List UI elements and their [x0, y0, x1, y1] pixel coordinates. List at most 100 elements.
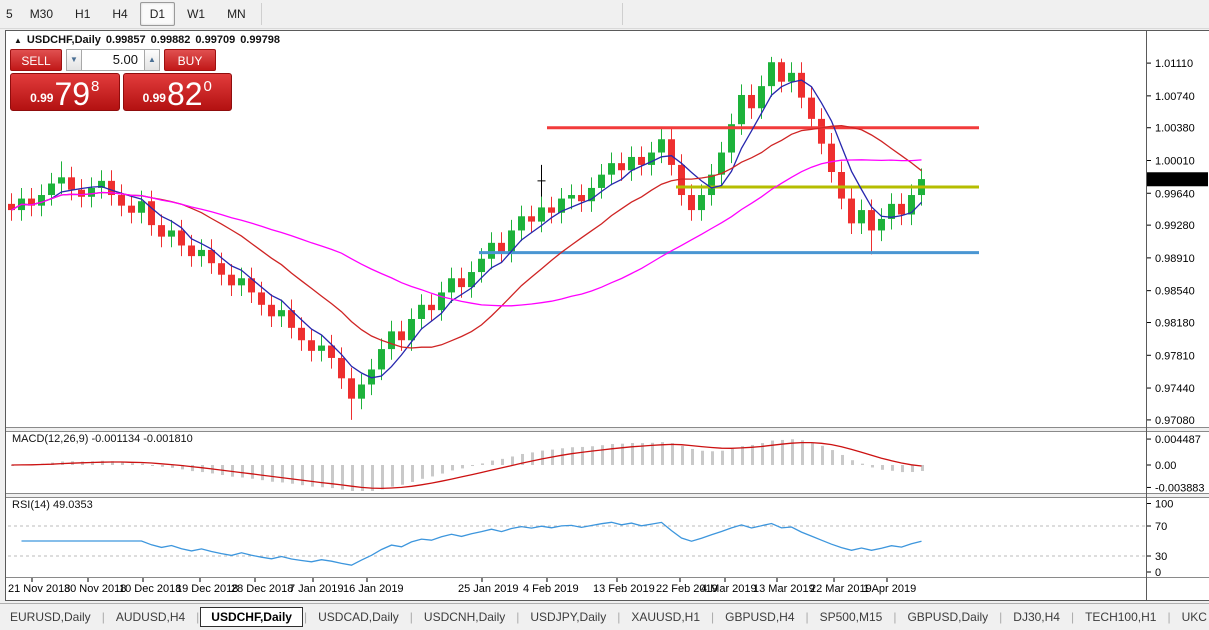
date-axis-border: [6, 577, 1209, 578]
svg-text:22 Feb 2019: 22 Feb 2019: [656, 583, 718, 595]
svg-text:0.97080: 0.97080: [1155, 415, 1195, 427]
toolbar-separator: [621, 3, 623, 25]
sell-button[interactable]: SELL: [10, 49, 62, 71]
timeframe-button-H1[interactable]: H1: [75, 7, 91, 21]
timeframe-button-M30[interactable]: M30: [29, 7, 54, 21]
svg-text:0.004487: 0.004487: [1155, 434, 1201, 446]
svg-text:1.00380: 1.00380: [1155, 123, 1195, 135]
chart-canvas[interactable]: 1.011101.007401.003801.000100.996400.992…: [6, 31, 1208, 600]
chart-tab-XAUUSD-H1[interactable]: XAUUSD,H1: [631, 610, 701, 624]
macd-pane-splitter[interactable]: [6, 427, 1209, 432]
svg-text:1.01110: 1.01110: [1155, 58, 1193, 70]
sell-price-sup: 8: [91, 78, 100, 95]
svg-text:30 Nov 2018: 30 Nov 2018: [64, 583, 126, 595]
chart-tab-EURUSD-Daily[interactable]: EURUSD,Daily: [10, 610, 91, 624]
chart-tab-AUDUSD-H4[interactable]: AUDUSD,H4: [115, 610, 186, 624]
chart-symbol-label: USDCHF,Daily: [26, 34, 101, 46]
svg-text:7 Jan 2019: 7 Jan 2019: [289, 583, 343, 595]
svg-text:13 Mar 2019: 13 Mar 2019: [753, 583, 815, 595]
svg-text:0.99798: 0.99798: [1154, 174, 1194, 186]
timeframe-button-D1[interactable]: D1: [139, 2, 176, 26]
tab-separator: |: [711, 610, 715, 624]
indicators-layer: [8, 439, 1145, 566]
buy-price-tile[interactable]: 0.99 82 0: [122, 73, 232, 112]
svg-text:30: 30: [1155, 551, 1167, 563]
one-click-trade-panel: SELL ▼ 5.00 ▲ BUY 0.99 79 8 0.99 82 0: [10, 49, 232, 111]
tab-separator: |: [805, 610, 809, 624]
chart-tab-SP500-M15[interactable]: SP500,M15: [819, 610, 883, 624]
svg-text:4 Mar 2019: 4 Mar 2019: [701, 583, 757, 595]
buy-button[interactable]: BUY: [164, 49, 216, 71]
svg-text:19 Dec 2018: 19 Dec 2018: [176, 583, 238, 595]
ohlc-open: 0.99857: [105, 34, 146, 46]
chart-tab-GBPUSD-Daily[interactable]: GBPUSD,Daily: [907, 610, 989, 624]
tab-separator: |: [101, 610, 105, 624]
svg-text:1.00740: 1.00740: [1155, 91, 1195, 103]
candlesticks-layer: [8, 56, 925, 420]
chart-title: ▲ USDCHF,Daily 0.99857 0.99882 0.99709 0…: [14, 34, 280, 46]
svg-text:0.99640: 0.99640: [1155, 188, 1195, 200]
svg-text:22 Mar 2019: 22 Mar 2019: [810, 583, 872, 595]
svg-text:0.99280: 0.99280: [1155, 220, 1195, 232]
ohlc-close: 0.99798: [240, 34, 280, 46]
chart-tab-DJ30-H4[interactable]: DJ30,H4: [1013, 610, 1060, 624]
svg-text:0.97440: 0.97440: [1155, 383, 1195, 395]
chart-window[interactable]: ▲ USDCHF,Daily 0.99857 0.99882 0.99709 0…: [5, 30, 1209, 601]
sell-price-big: 79: [54, 76, 91, 112]
tab-separator: |: [999, 610, 1003, 624]
price-axis-separator: [1146, 31, 1147, 600]
timeframe-button-MN[interactable]: MN: [227, 7, 246, 21]
hlines-layer: [479, 126, 979, 255]
toolbar-separator: [260, 3, 262, 25]
sell-price-tile[interactable]: 0.99 79 8: [10, 73, 120, 111]
tab-separator: |: [617, 610, 621, 624]
sell-price-small: 0.99: [30, 91, 54, 105]
svg-text:21 Nov 2018: 21 Nov 2018: [8, 583, 70, 595]
symbol-up-arrow-icon: ▲: [14, 35, 22, 45]
svg-text:1.00010: 1.00010: [1155, 155, 1195, 167]
timeframe-button-W1[interactable]: W1: [187, 7, 206, 21]
chart-tab-UKC[interactable]: UKC: [1181, 610, 1207, 624]
svg-text:0.98540: 0.98540: [1155, 286, 1195, 298]
chevron-down-icon: ▼: [70, 55, 78, 64]
ohlc-low: 0.99709: [195, 34, 236, 46]
chevron-up-icon: ▲: [148, 55, 156, 64]
chart-tab-TECH100-H1[interactable]: TECH100,H1: [1085, 610, 1157, 624]
svg-text:0.98180: 0.98180: [1155, 318, 1195, 330]
timeframe-toolbar: 5 M30 H1 H4 D1 W1 MN: [0, 0, 1209, 29]
chart-tab-bar: EURUSD,Daily | AUDUSD,H4 | USDCHF,Daily | USDC…: [0, 603, 1209, 630]
tab-separator: |: [516, 610, 520, 624]
rsi-label: RSI(14) 49.0353: [12, 499, 93, 511]
tab-separator: |: [409, 610, 413, 624]
tab-separator: |: [1070, 610, 1075, 624]
volume-up-button[interactable]: ▲: [144, 49, 160, 71]
svg-text:28 Dec 2018: 28 Dec 2018: [231, 583, 293, 595]
svg-text:13 Feb 2019: 13 Feb 2019: [593, 583, 655, 595]
svg-text:0.00: 0.00: [1155, 460, 1176, 472]
timeframe-button-H4[interactable]: H4: [112, 7, 128, 21]
tab-separator: |: [196, 610, 200, 624]
svg-text:-0.003883: -0.003883: [1155, 482, 1205, 494]
axes-layer: 1.011101.007401.003801.000100.996400.992…: [8, 58, 1208, 595]
svg-text:25 Jan 2019: 25 Jan 2019: [458, 583, 519, 595]
volume-input[interactable]: 5.00: [82, 49, 144, 71]
buy-price-sup: 0: [203, 78, 212, 95]
svg-text:4 Feb 2019: 4 Feb 2019: [523, 583, 579, 595]
moving-averages-layer: [11, 79, 922, 379]
buy-price-big: 82: [166, 76, 203, 112]
macd-label: MACD(12,26,9) -0.001134 -0.001810: [12, 433, 193, 445]
tab-separator: |: [1167, 610, 1171, 624]
chart-tab-USDJPY-Daily[interactable]: USDJPY,Daily: [530, 610, 607, 624]
svg-text:16 Jan 2019: 16 Jan 2019: [343, 583, 404, 595]
chart-tab-USDCNH-Daily[interactable]: USDCNH,Daily: [423, 610, 506, 624]
chart-tab-GBPUSD-H4[interactable]: GBPUSD,H4: [725, 610, 795, 624]
rsi-pane-splitter[interactable]: [6, 493, 1209, 498]
ohlc-high: 0.99882: [150, 34, 191, 46]
svg-text:100: 100: [1155, 499, 1173, 511]
chart-tab-USDCAD-Daily[interactable]: USDCAD,Daily: [318, 610, 399, 624]
svg-text:0.98910: 0.98910: [1155, 253, 1195, 265]
chart-tab-USDCHF-Daily[interactable]: USDCHF,Daily: [200, 607, 303, 627]
volume-down-button[interactable]: ▼: [66, 49, 82, 71]
timeframe-button-5[interactable]: 5: [6, 7, 13, 21]
